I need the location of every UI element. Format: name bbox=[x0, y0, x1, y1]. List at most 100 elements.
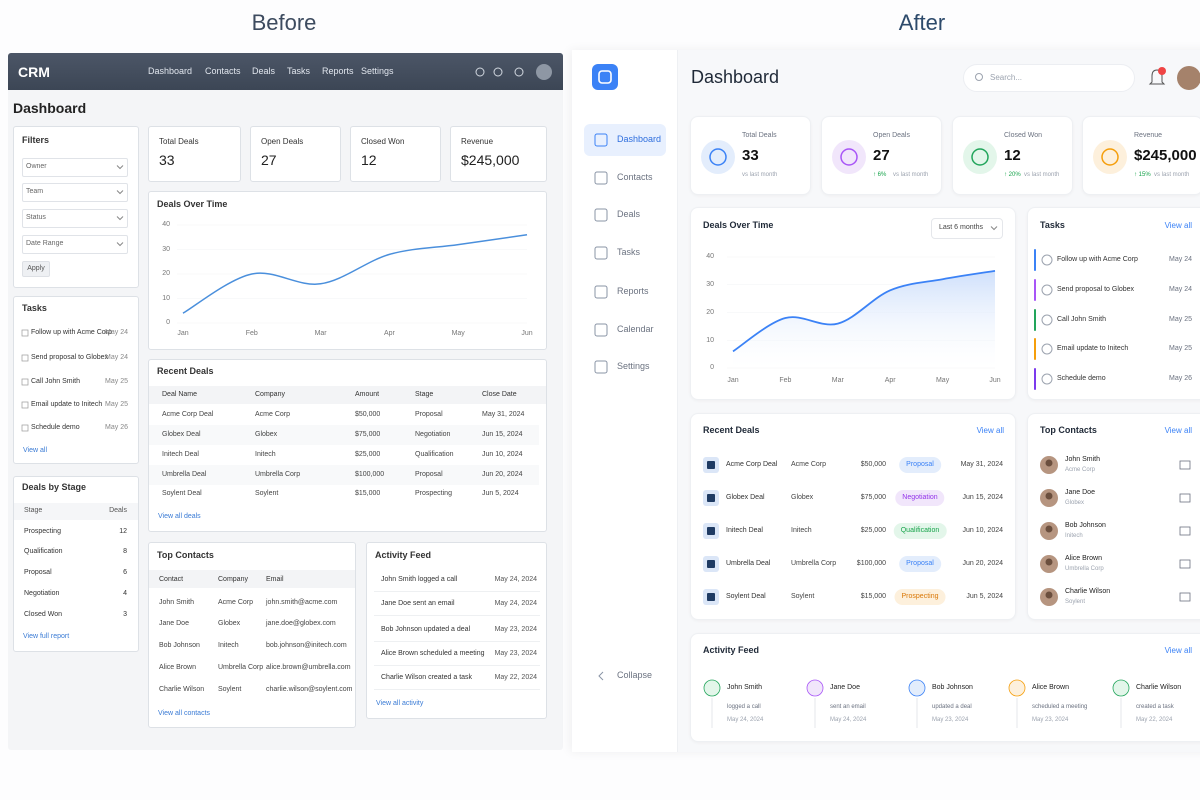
activity-date: May 23, 2024 bbox=[932, 717, 969, 724]
y-tick-label: 20 bbox=[706, 308, 714, 316]
contact-company: Acme Corp bbox=[1065, 467, 1096, 474]
x-tick-label: Jan bbox=[177, 330, 189, 338]
deal-date: Jun 15, 2024 bbox=[962, 494, 1003, 502]
page-title: Dashboard bbox=[13, 99, 87, 116]
nav-link[interactable]: Tasks bbox=[287, 66, 311, 77]
task-date: May 25 bbox=[1169, 345, 1192, 353]
stat-label: Revenue bbox=[1134, 132, 1163, 140]
y-tick-label: 30 bbox=[162, 245, 170, 253]
cell: Proposal bbox=[415, 411, 443, 419]
column-header: Company bbox=[255, 391, 285, 399]
deal-company: Initech bbox=[791, 527, 812, 535]
nav-link[interactable]: Contacts bbox=[205, 66, 241, 77]
section-heading: After bbox=[898, 9, 946, 35]
select[interactable] bbox=[22, 235, 128, 254]
search-placeholder: Search... bbox=[990, 72, 1023, 82]
y-tick-label: 40 bbox=[706, 253, 714, 261]
contact-name: Jane Doe bbox=[1065, 489, 1095, 497]
column-header: Deal Name bbox=[162, 391, 198, 399]
link[interactable]: View all bbox=[23, 447, 47, 455]
activity-date: May 24, 2024 bbox=[494, 600, 537, 608]
apply-button[interactable] bbox=[22, 261, 50, 277]
stat-label: Revenue bbox=[461, 136, 494, 146]
stat-card bbox=[250, 126, 341, 182]
cell: Globex Deal bbox=[162, 431, 201, 439]
x-tick-label: Jan bbox=[727, 377, 739, 385]
cell: Initech bbox=[255, 451, 276, 459]
link[interactable]: View all activity bbox=[376, 700, 424, 708]
stage-pill: Qualification bbox=[893, 523, 947, 539]
deal-name: Umbrella Deal bbox=[726, 560, 771, 568]
cell: Negotiation bbox=[415, 431, 451, 439]
collapse[interactable]: Collapse bbox=[617, 670, 653, 681]
activity-name: Alice Brown bbox=[1032, 684, 1069, 692]
stat-card bbox=[148, 126, 241, 182]
link[interactable]: View all contacts bbox=[158, 710, 211, 718]
nav-item[interactable]: Contacts bbox=[617, 172, 653, 183]
deal-amount: $100,000 bbox=[856, 560, 886, 568]
x-tick-label: Apr bbox=[383, 330, 395, 338]
cell: Soylent bbox=[255, 490, 279, 498]
activity-date: May 23, 2024 bbox=[494, 626, 537, 634]
activity-text: Bob Johnson updated a deal bbox=[381, 626, 471, 634]
link[interactable]: View all bbox=[976, 425, 1004, 435]
deal-date: Jun 20, 2024 bbox=[962, 560, 1003, 568]
stage-count: 8 bbox=[123, 548, 127, 556]
activity-date: May 24, 2024 bbox=[727, 717, 764, 724]
link[interactable]: View all bbox=[1164, 425, 1192, 435]
link[interactable]: View full report bbox=[23, 633, 70, 641]
cell: Qualification bbox=[415, 451, 454, 459]
card-title: Deals Over Time bbox=[157, 199, 228, 210]
link[interactable]: View all bbox=[1164, 645, 1192, 655]
stat-note: vs last month bbox=[893, 172, 929, 179]
nav-item[interactable]: Calendar bbox=[617, 324, 654, 335]
cell: $25,000 bbox=[355, 451, 381, 459]
row-divider bbox=[374, 641, 540, 642]
stat-note: vs last month bbox=[1154, 172, 1190, 179]
nav-link[interactable]: Reports bbox=[322, 66, 354, 77]
select[interactable] bbox=[22, 158, 128, 177]
column-header: Stage bbox=[415, 391, 434, 399]
deals-card bbox=[690, 413, 1016, 620]
activity-text: Alice Brown scheduled a meeting bbox=[381, 650, 485, 658]
stage-pill: Proposal bbox=[899, 457, 941, 473]
brand: CRM bbox=[18, 63, 50, 80]
task-date: May 24 bbox=[1169, 256, 1192, 264]
nav-item[interactable]: Reports bbox=[617, 286, 649, 297]
task-text: Follow up with Acme Corp bbox=[31, 329, 112, 337]
nav-link[interactable]: Settings bbox=[361, 66, 394, 77]
sidebar bbox=[572, 50, 678, 752]
select[interactable] bbox=[22, 209, 128, 228]
select[interactable] bbox=[22, 183, 128, 202]
stat-value: 27 bbox=[873, 147, 890, 165]
stage-pill: Proposal bbox=[899, 556, 941, 572]
deal-date: May 31, 2024 bbox=[960, 461, 1003, 469]
search-box[interactable] bbox=[963, 64, 1135, 92]
range-select[interactable] bbox=[931, 218, 1003, 239]
contact-company: Soylent bbox=[1065, 599, 1086, 606]
contact-name: Bob Johnson bbox=[1065, 522, 1106, 530]
nav-link[interactable]: Dashboard bbox=[148, 66, 193, 77]
link[interactable]: View all bbox=[1164, 220, 1192, 230]
cell: Globex bbox=[255, 431, 278, 439]
nav-item[interactable]: Tasks bbox=[617, 247, 641, 258]
nav-item[interactable]: Dashboard bbox=[617, 134, 662, 145]
cell: May 31, 2024 bbox=[482, 411, 525, 419]
nav-link[interactable]: Deals bbox=[252, 66, 276, 77]
nav-item[interactable]: Deals bbox=[617, 209, 641, 220]
stat-label: Open Deals bbox=[261, 136, 304, 146]
activity-date: May 24, 2024 bbox=[830, 717, 867, 724]
card-title: Top Contacts bbox=[1040, 425, 1097, 436]
card-title: Recent Deals bbox=[157, 366, 214, 377]
y-tick-label: 20 bbox=[162, 270, 170, 278]
stage-pill: Negotiation bbox=[895, 490, 945, 506]
row-stripe bbox=[149, 425, 539, 445]
nav-item[interactable]: Settings bbox=[617, 361, 650, 372]
table-header bbox=[14, 503, 138, 520]
task-text: Follow up with Acme Corp bbox=[1057, 256, 1138, 264]
x-tick-label: Feb bbox=[245, 330, 258, 338]
stat-card bbox=[450, 126, 547, 182]
link[interactable]: View all deals bbox=[158, 513, 201, 521]
priority-bar bbox=[1034, 249, 1036, 271]
activity-action: scheduled a meeting bbox=[1032, 704, 1088, 711]
